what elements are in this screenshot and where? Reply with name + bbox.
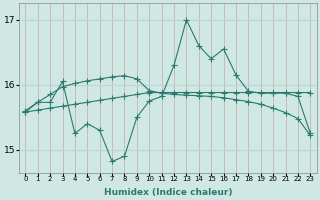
X-axis label: Humidex (Indice chaleur): Humidex (Indice chaleur) [104,188,232,197]
